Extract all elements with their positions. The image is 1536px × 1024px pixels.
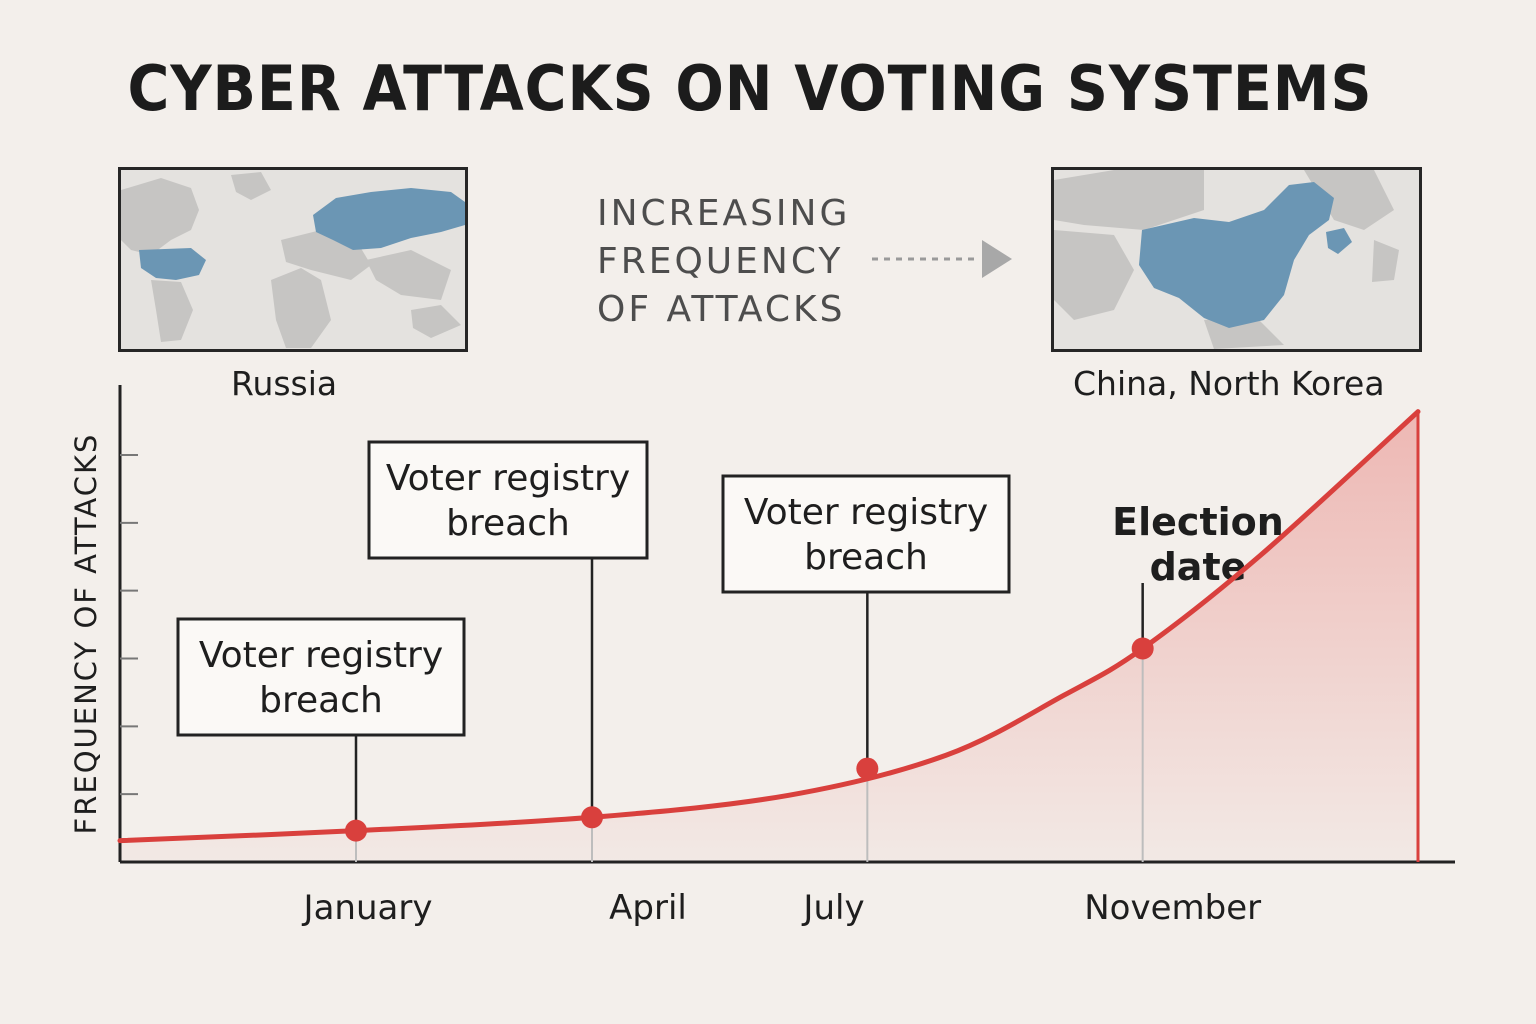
event-label-line2: breach (446, 503, 570, 544)
frequency-line (117, 409, 1421, 844)
map-left (118, 167, 468, 352)
event-marker (345, 819, 367, 842)
y-axis-label: FREQUENCY OF ATTACKS (69, 433, 103, 835)
event-label-line2: breach (804, 537, 928, 578)
dotted-arrow-icon (872, 240, 1012, 278)
map-right-caption: China, North Korea (1073, 364, 1385, 403)
trend-line-2: FREQUENCY (597, 241, 844, 282)
event-label-line1: Voter registry (744, 492, 988, 533)
map-left-caption: Russia (231, 364, 338, 403)
event-marker (581, 806, 603, 829)
trend-line-1: INCREASING (597, 193, 851, 234)
world-map-icon (121, 170, 465, 349)
event-callout-box (721, 474, 1011, 594)
north-korea-shape (1326, 228, 1352, 254)
event-label-line2: breach (259, 680, 383, 721)
russia-shape (313, 188, 465, 250)
asia-map-icon (1054, 170, 1419, 349)
x-tick-label: July (801, 888, 864, 928)
event-label-line1: Election (1112, 500, 1284, 544)
event-label-line1: Voter registry (199, 635, 443, 676)
event-callout-box (176, 617, 466, 737)
x-tick-label: November (1084, 888, 1261, 928)
usa-shape (139, 248, 206, 280)
x-tick-label: January (302, 888, 433, 928)
china-shape (1139, 182, 1334, 328)
event-label-line1: Voter registry (386, 458, 630, 499)
x-tick-label: April (609, 888, 687, 928)
event-marker (1131, 637, 1154, 660)
event-marker (856, 757, 879, 780)
page-title: CYBER ATTACKS ON VOTING SYSTEMS (127, 52, 1373, 125)
area-fill (120, 411, 1418, 862)
trend-text: INCREASING FREQUENCY OF ATTACKS (597, 190, 850, 334)
event-callout-box (367, 440, 649, 560)
map-right (1051, 167, 1422, 352)
trend-line-3: OF ATTACKS (597, 289, 846, 330)
